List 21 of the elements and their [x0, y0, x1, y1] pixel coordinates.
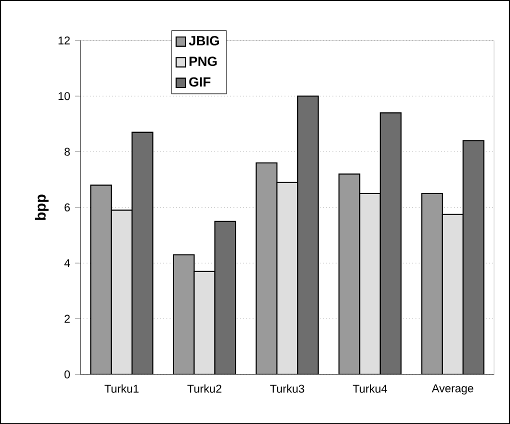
bar: [359, 192, 381, 374]
y-tick-label: 12: [58, 36, 70, 44]
legend-label: GIF: [189, 77, 210, 87]
y-tick-label: 0: [64, 370, 70, 378]
x-tick-label: Turku4: [352, 384, 388, 393]
y-tick-label: 6: [64, 203, 70, 212]
legend-label: JBIG: [188, 36, 219, 46]
x-tick-label: Turku1: [104, 384, 139, 393]
y-tick-label: 8: [64, 148, 70, 156]
y-tick-label: 2: [64, 314, 70, 323]
y-tick-label: 4: [64, 259, 70, 267]
legend-label: PNG: [190, 56, 217, 66]
bar: [442, 214, 464, 374]
bar: [110, 210, 133, 374]
y-axis-title: bpp: [34, 194, 49, 220]
bar: [194, 270, 216, 374]
y-tick-label: 10: [58, 92, 70, 100]
bar: [276, 182, 298, 374]
x-tick-label: Average: [432, 384, 474, 394]
x-tick-label: Turku3: [270, 384, 304, 393]
x-tick-label: Turku2: [187, 384, 222, 393]
